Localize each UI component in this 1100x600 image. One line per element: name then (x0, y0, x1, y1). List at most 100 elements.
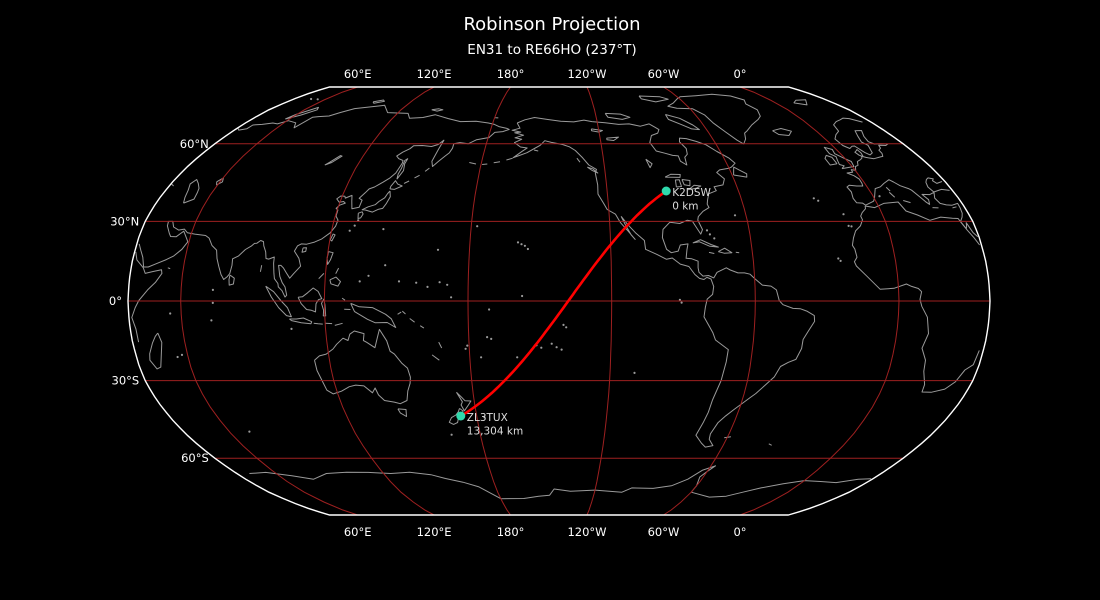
coastline (438, 341, 443, 349)
coastline (431, 354, 440, 361)
coastline (335, 267, 340, 274)
island-dot (516, 241, 520, 244)
island-dot (466, 344, 469, 347)
lat-tick-left: 60°N (180, 137, 209, 151)
lon-tick-top: 120°W (567, 67, 606, 81)
coastline (259, 265, 263, 272)
station-callsign-zl3tux: ZL3TUX (467, 412, 508, 424)
lon-tick-top: 180° (497, 67, 525, 81)
coastline (587, 166, 599, 174)
island-dot (476, 225, 479, 228)
station-distance-zl3tux: 13,304 km (467, 426, 523, 438)
coastline (228, 274, 235, 286)
coastline (324, 155, 343, 166)
island-dot (878, 195, 881, 198)
great-circle-layer (459, 189, 668, 418)
island-dot (310, 97, 313, 101)
island-dot (490, 337, 493, 340)
coastline (167, 267, 171, 270)
island-dot (812, 197, 815, 200)
station-markers-layer: K2DSW 0 km ZL3TUX 13,304 km (456, 186, 712, 438)
island-dot (842, 213, 845, 216)
lon-tick-top: 0° (733, 67, 746, 81)
coastline (350, 302, 397, 328)
coastline (718, 247, 733, 254)
coastline (687, 184, 702, 191)
coastline (361, 190, 391, 213)
island-dot (450, 433, 453, 436)
island-dot (678, 298, 682, 301)
lat-tick-left: 30°N (110, 214, 139, 228)
island-dot (526, 247, 530, 251)
coastline (301, 247, 307, 253)
coastline (216, 177, 224, 186)
coastline (138, 104, 979, 298)
coastline (329, 276, 341, 287)
graticule-meridian (739, 86, 900, 516)
coastline (424, 167, 430, 172)
lon-tick-top: 60°E (344, 67, 372, 81)
island-dot (180, 353, 184, 356)
coastline (664, 173, 681, 178)
island-dot (523, 244, 527, 247)
lon-tick-top: 120°E (417, 67, 452, 81)
island-dot (438, 281, 441, 284)
coastline (397, 408, 407, 417)
coastline (341, 297, 346, 301)
coastline (414, 174, 420, 179)
coastline (708, 251, 715, 254)
island-dot (316, 98, 319, 101)
island-dot (358, 280, 361, 283)
station-callsign-k2dsw: K2DSW (672, 187, 711, 199)
coastline (401, 310, 406, 315)
station-distance-k2dsw: 0 km (672, 201, 698, 213)
lat-tick-left: 60°S (181, 451, 209, 465)
coastline (469, 162, 477, 165)
island-dot (705, 229, 709, 232)
island-dot (353, 224, 356, 227)
island-dot (169, 312, 172, 315)
coastline (604, 112, 631, 120)
coastline (506, 157, 513, 161)
coastline (667, 93, 761, 145)
coastline (768, 443, 772, 446)
coastline (692, 239, 719, 248)
coastline (823, 146, 855, 170)
coastline (419, 325, 425, 329)
coastline (606, 136, 619, 141)
coastline (389, 180, 403, 190)
map-boundary-layer (127, 86, 991, 516)
coastline-layer (131, 93, 980, 500)
island-dot (464, 347, 467, 350)
coastline (885, 186, 891, 192)
graticule-meridian (663, 86, 756, 516)
coastline (482, 163, 488, 165)
lon-tick-bottom: 120°E (417, 525, 452, 539)
coastline (397, 311, 402, 315)
graticule-meridian (180, 86, 358, 516)
coastline (285, 106, 319, 120)
island-dot (415, 281, 418, 284)
lon-tick-top: 60°W (648, 67, 680, 81)
island-dot (357, 219, 360, 222)
island-dot (488, 308, 491, 311)
map-outline (127, 86, 991, 516)
island-dot (211, 301, 214, 304)
station-marker-k2dsw (661, 186, 671, 196)
coastline (735, 251, 740, 254)
graticule-meridian (467, 86, 512, 516)
island-dot (850, 225, 853, 228)
island-dot (562, 323, 565, 326)
island-dot (367, 274, 370, 277)
island-dot (348, 229, 351, 232)
coastline (645, 158, 653, 169)
graticule-layer (128, 86, 990, 516)
coastline (403, 180, 410, 184)
island-dot (248, 430, 251, 433)
coastline (297, 287, 323, 313)
coastline (318, 273, 325, 280)
lat-tick-left: 0° (109, 294, 122, 308)
coastline (409, 318, 415, 323)
island-dot (817, 199, 820, 202)
